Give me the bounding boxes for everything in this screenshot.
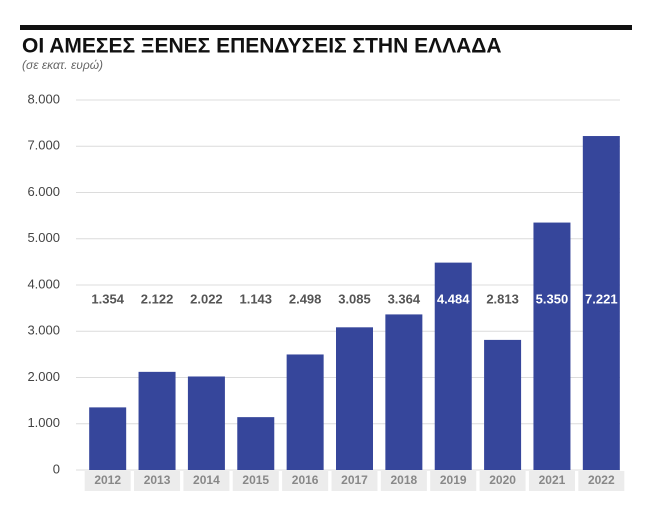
- x-tick-label: 2012: [94, 473, 121, 487]
- x-tick-label: 2016: [292, 473, 319, 487]
- x-label-box: [578, 471, 625, 491]
- y-tick-label: 6.000: [27, 184, 60, 199]
- data-label: 2.813: [486, 291, 519, 306]
- data-label: 1.143: [239, 291, 272, 306]
- data-label: 3.085: [338, 291, 371, 306]
- y-tick-label: 7.000: [27, 138, 60, 153]
- x-tick-label: 2017: [341, 473, 368, 487]
- bar: [138, 371, 176, 470]
- x-tick-label: 2021: [539, 473, 566, 487]
- chart-subtitle: (σε εκατ. ευρώ): [22, 58, 103, 72]
- x-tick-label: 2014: [193, 473, 220, 487]
- x-tick-label: 2015: [242, 473, 269, 487]
- data-label: 2.022: [190, 291, 223, 306]
- x-tick-label: 2022: [588, 473, 615, 487]
- top-rule: [20, 25, 632, 30]
- y-tick-label: 2.000: [27, 369, 60, 384]
- x-tick-label: 2020: [489, 473, 516, 487]
- bar: [385, 314, 423, 470]
- bar: [484, 339, 522, 470]
- data-label: 7.221: [585, 291, 618, 306]
- x-label-box: [282, 471, 329, 491]
- data-label: 2.122: [141, 291, 174, 306]
- x-label-box: [430, 471, 477, 491]
- x-label-box: [380, 471, 427, 491]
- x-label-box: [232, 471, 279, 491]
- data-label: 1.354: [91, 291, 124, 306]
- bar: [533, 222, 571, 470]
- x-label-box: [183, 471, 230, 491]
- chart-title: ΟΙ ΑΜΕΣΕΣ ΞΕΝΕΣ ΕΠΕΝΔΥΣΕΙΣ ΣΤΗΝ ΕΛΛΑΔΑ: [22, 35, 502, 58]
- data-label: 3.364: [388, 291, 421, 306]
- data-label: 2.498: [289, 291, 322, 306]
- x-label-box: [84, 471, 131, 491]
- x-label-box: [528, 471, 575, 491]
- x-label-box: [331, 471, 378, 491]
- x-label-box: [479, 471, 526, 491]
- bar: [582, 136, 620, 470]
- bar: [336, 327, 373, 470]
- x-label-box: [134, 471, 181, 491]
- bar: [89, 407, 127, 470]
- x-tick-label: 2013: [144, 473, 171, 487]
- y-tick-label: 3.000: [27, 323, 60, 338]
- y-tick-label: 0: [53, 461, 60, 476]
- x-tick-label: 2018: [391, 473, 418, 487]
- data-label: 5.350: [536, 291, 569, 306]
- y-tick-label: 1.000: [27, 415, 60, 430]
- x-tick-label: 2019: [440, 473, 467, 487]
- y-tick-label: 4.000: [27, 276, 60, 291]
- bar: [434, 262, 472, 470]
- y-tick-label: 5.000: [27, 230, 60, 245]
- bar: [187, 376, 225, 470]
- bar: [237, 417, 275, 470]
- y-tick-label: 8.000: [27, 91, 60, 106]
- bar: [286, 354, 324, 470]
- data-label: 4.484: [437, 291, 470, 306]
